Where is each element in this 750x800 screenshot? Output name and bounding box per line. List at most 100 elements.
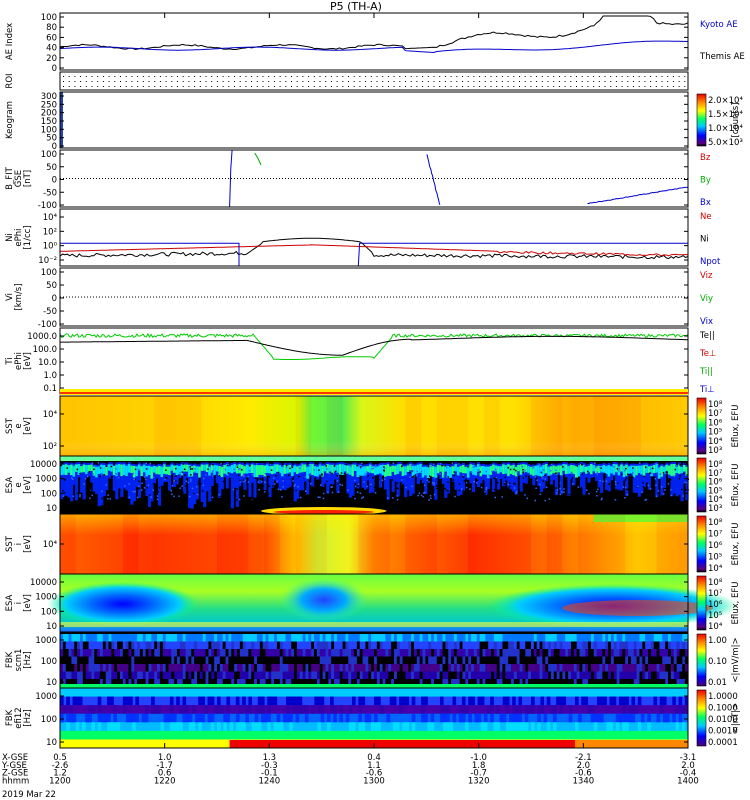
fbk-b-bin: [228, 679, 232, 687]
fbk-b-bin: [291, 634, 295, 642]
fbk-e-bin: [518, 722, 523, 731]
fbk-b-bin: [125, 679, 130, 687]
esa-e-speckle: [479, 465, 481, 467]
fbk-b-bin: [616, 679, 621, 687]
esa-e-bin: [248, 463, 252, 497]
fbk-b-bin: [79, 664, 84, 672]
esa-e-speckle: [319, 464, 321, 466]
fbk-b-bin: [656, 679, 661, 687]
fbk-b-bin: [596, 656, 601, 664]
fbk-b-bin: [219, 649, 224, 657]
fbk-b-bin: [328, 679, 332, 687]
fbk-b-bin: [60, 634, 64, 642]
fbk-b-bin: [605, 679, 609, 687]
esa-e-speckle: [431, 482, 434, 484]
fbk-b-bin: [511, 656, 515, 664]
esa-e-bin: [441, 465, 445, 478]
esa-e-bin: [253, 463, 257, 498]
esa-e-speckle: [262, 485, 265, 487]
esa-e-bin: [343, 464, 347, 472]
esa-e-speckle: [172, 499, 174, 501]
sst-i-bin: [264, 514, 280, 574]
esa-e-speckle: [107, 498, 109, 500]
roi-dot: [137, 81, 139, 82]
roi-dot: [148, 86, 150, 87]
esa-e-bin: [220, 466, 224, 478]
fbk-b-bin: [579, 679, 583, 687]
esa-e-speckle: [664, 489, 666, 491]
fbk-b-bin: [371, 656, 375, 664]
y-tick-fbk_e: 10: [46, 738, 57, 748]
roi-dot: [581, 76, 583, 77]
legend-ti: Te||: [699, 331, 715, 341]
esa-e-speckle: [380, 492, 382, 494]
fbk-e-bin: [339, 705, 344, 714]
y-tick-fbk_b: 10: [46, 678, 57, 688]
fbk-e-band: [574, 740, 688, 748]
fbk-b-bin: [585, 664, 589, 672]
roi-dot: [593, 81, 595, 82]
fbk-b-bin: [259, 656, 264, 664]
esa-e-speckle: [377, 478, 380, 481]
esa-e-bin: [97, 464, 101, 507]
esa-e-speckle: [413, 475, 415, 477]
esa-e-speckle: [674, 468, 677, 471]
esa-e-speckle: [182, 491, 184, 494]
roi-dot: [177, 81, 178, 82]
y-label-sst_e: SST: [5, 417, 15, 434]
fbk-b-bin: [485, 664, 489, 672]
esa-e-bin: [524, 464, 528, 472]
fbk-b-bin: [388, 641, 392, 649]
fbk-b-bin: [356, 641, 361, 649]
esa-e-speckle: [308, 480, 311, 483]
esa-e-bin: [615, 462, 619, 490]
fbk-b-bin: [125, 641, 130, 649]
fbk-b-bin: [419, 641, 424, 649]
fbk-e-bin: [289, 713, 293, 723]
fbk-b-bin: [114, 641, 118, 649]
esa-e-speckle: [99, 467, 102, 469]
fbk-b-bin: [573, 679, 578, 687]
sst-i-bin: [122, 514, 139, 574]
fbk-b-bin: [197, 649, 201, 657]
esa-e-bin: [617, 464, 621, 491]
fbk-b-bin: [462, 671, 466, 679]
fbk-b-bin: [679, 671, 683, 679]
roi-dot: [638, 81, 640, 82]
esa-e-speckle: [261, 480, 263, 483]
colorbar-tick-keogram: 2.0×10⁴: [708, 96, 743, 106]
esa-e-speckle: [476, 490, 478, 492]
esa-e-bin: [147, 465, 152, 475]
esa-e-speckle: [173, 479, 176, 482]
fbk-b-bin: [548, 641, 552, 649]
esa-e-bin: [250, 464, 255, 474]
esa-e-speckle: [282, 480, 284, 482]
roi-dot: [359, 81, 361, 82]
esa-e-speckle: [593, 484, 596, 486]
fbk-b-bin: [316, 649, 321, 657]
fbk-b-bin: [576, 679, 581, 687]
fbk-b-bin: [673, 679, 678, 687]
esa-e-speckle: [681, 488, 683, 491]
esa-e-speckle: [110, 465, 113, 468]
esa-e-speckle: [355, 485, 357, 488]
roi-dot: [621, 86, 623, 87]
roi-dot: [598, 81, 600, 82]
esa-e-speckle: [136, 487, 138, 489]
esa-e-bin: [497, 464, 501, 490]
esa-e-speckle: [62, 489, 64, 492]
fbk-e-bin: [260, 696, 265, 706]
esa-e-speckle: [604, 475, 606, 478]
fbk-b-bin: [268, 641, 272, 649]
roi-dot: [678, 81, 680, 82]
fbk-b-bin: [468, 649, 472, 657]
fbk-e-bin: [257, 696, 262, 706]
fbk-e-bin: [672, 713, 676, 723]
fbk-b-bin: [97, 656, 101, 664]
fbk-b-bin: [585, 671, 589, 679]
esa-e-bin: [544, 464, 548, 474]
fbk-b-bin: [262, 671, 267, 679]
esa-e-speckle: [403, 498, 406, 501]
fbk-b-bin: [102, 671, 107, 679]
fbk-b-bin: [294, 649, 298, 657]
